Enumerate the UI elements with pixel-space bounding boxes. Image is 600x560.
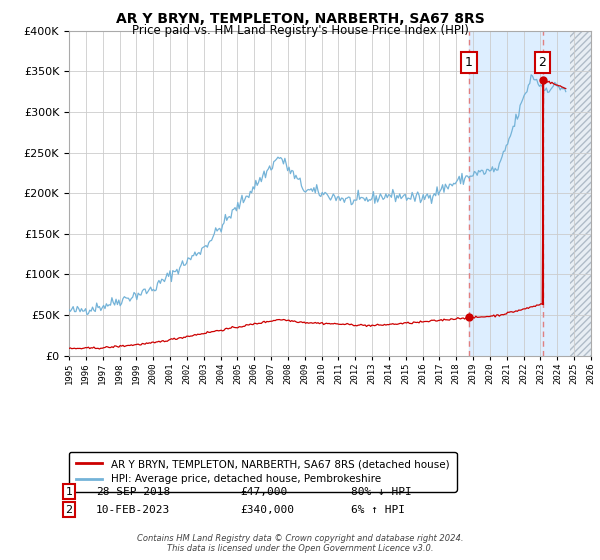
Text: 28-SEP-2018: 28-SEP-2018 xyxy=(96,487,170,497)
Text: 6% ↑ HPI: 6% ↑ HPI xyxy=(351,505,405,515)
Text: 1: 1 xyxy=(465,56,473,69)
Text: 2: 2 xyxy=(65,505,73,515)
Text: 1: 1 xyxy=(65,487,73,497)
Text: 2: 2 xyxy=(539,56,547,69)
Text: AR Y BRYN, TEMPLETON, NARBERTH, SA67 8RS: AR Y BRYN, TEMPLETON, NARBERTH, SA67 8RS xyxy=(116,12,484,26)
Text: £47,000: £47,000 xyxy=(240,487,287,497)
Bar xyxy=(570,31,591,356)
Bar xyxy=(469,31,570,356)
Text: Price paid vs. HM Land Registry's House Price Index (HPI): Price paid vs. HM Land Registry's House … xyxy=(131,24,469,36)
Text: 10-FEB-2023: 10-FEB-2023 xyxy=(96,505,170,515)
Text: £340,000: £340,000 xyxy=(240,505,294,515)
Text: Contains HM Land Registry data © Crown copyright and database right 2024.
This d: Contains HM Land Registry data © Crown c… xyxy=(137,534,463,553)
Legend: AR Y BRYN, TEMPLETON, NARBERTH, SA67 8RS (detached house), HPI: Average price, d: AR Y BRYN, TEMPLETON, NARBERTH, SA67 8RS… xyxy=(69,452,457,492)
Bar xyxy=(570,31,591,356)
Text: 80% ↓ HPI: 80% ↓ HPI xyxy=(351,487,412,497)
